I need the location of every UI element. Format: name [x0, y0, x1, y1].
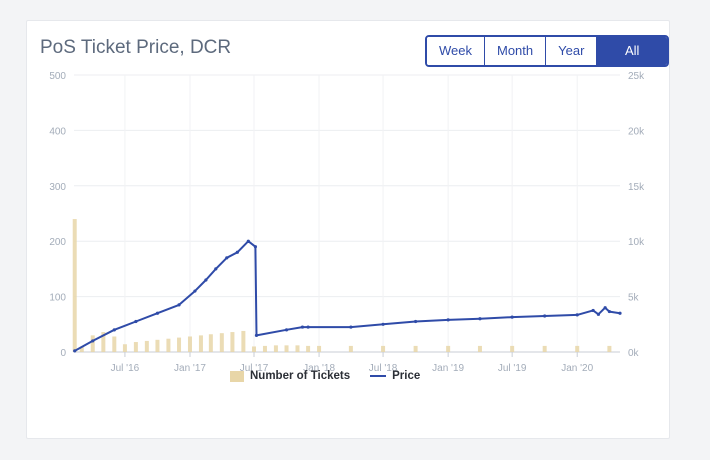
tickets-bar: [79, 346, 84, 352]
tickets-bar: [542, 345, 547, 352]
price-point: [381, 322, 385, 326]
tickets-bar: [251, 346, 256, 352]
tickets-bar: [607, 345, 612, 352]
chart-card: PoS Ticket Price, DCR Week Month Year Al…: [26, 20, 670, 439]
tickets-bar: [198, 335, 203, 352]
y-right-tick-label: 0k: [628, 348, 640, 359]
y-right-tick-label: 5k: [628, 293, 640, 304]
x-tick-label: Jul '17: [240, 363, 269, 374]
price-point: [73, 349, 77, 353]
price-point: [91, 339, 95, 343]
range-year-button[interactable]: Year: [546, 37, 598, 65]
tickets-bar: [575, 345, 580, 352]
y-left-tick-label: 100: [49, 293, 66, 304]
price-point: [300, 325, 305, 329]
price-point: [214, 267, 218, 271]
range-month-button[interactable]: Month: [485, 37, 547, 65]
price-point: [591, 308, 595, 313]
range-all-time-button[interactable]: All Time: [597, 37, 667, 65]
price-point: [618, 311, 622, 315]
x-tick-label: Jul '18: [369, 363, 398, 374]
tickets-bar: [112, 336, 117, 352]
y-left-tick-label: 0: [60, 348, 66, 359]
price-point: [177, 303, 181, 307]
x-tick-label: Jan '17: [174, 363, 206, 374]
y-left-tick-label: 300: [49, 182, 66, 193]
tickets-bar: [317, 345, 322, 352]
legend-tickets-label[interactable]: Number of Tickets: [250, 370, 351, 382]
tickets-bar: [262, 345, 267, 352]
price-point: [112, 328, 116, 332]
tickets-bar: [273, 345, 278, 352]
price-point: [306, 325, 310, 329]
price-point: [253, 245, 258, 249]
tickets-bar: [72, 219, 77, 352]
tickets-bar: [284, 345, 289, 352]
y-right-tick-label: 25k: [628, 71, 645, 82]
tickets-bar: [241, 330, 246, 352]
tickets-bar: [144, 340, 149, 352]
y-right-tick-label: 10k: [628, 237, 645, 248]
y-right-tick-label: 20k: [628, 126, 645, 137]
tickets-bar: [446, 345, 451, 352]
chart-title: PoS Ticket Price, DCR: [40, 37, 232, 58]
chart-legend: Number of Tickets Price: [230, 370, 420, 382]
price-point: [543, 314, 547, 318]
price-point: [155, 311, 160, 315]
tickets-bar: [122, 344, 127, 352]
price-point: [246, 239, 250, 243]
tickets-bar: [477, 345, 482, 352]
price-point: [225, 256, 229, 260]
price-point: [284, 328, 289, 332]
tickets-bar: [306, 345, 311, 352]
y-left-tick-label: 400: [49, 126, 66, 137]
tickets-bar: [133, 342, 138, 352]
price-point: [575, 313, 579, 317]
price-series-line: [74, 240, 621, 352]
tickets-bar: [348, 345, 353, 352]
price-point: [414, 319, 418, 324]
tickets-bar: [230, 332, 235, 352]
tickets-bar: [208, 334, 213, 352]
price-point: [254, 333, 259, 337]
price-point: [193, 289, 197, 293]
tickets-bar: [90, 335, 95, 352]
price-point: [510, 315, 514, 319]
range-week-button[interactable]: Week: [427, 37, 485, 65]
x-tick-label: Jan '20: [561, 363, 593, 374]
y-left-tick-label: 200: [49, 237, 66, 248]
legend-tickets-swatch: [230, 370, 244, 382]
tickets-bar: [510, 345, 515, 352]
tickets-bar: [187, 336, 192, 352]
price-point: [349, 325, 353, 329]
y-left-tick-label: 500: [49, 71, 66, 82]
price-point: [235, 250, 239, 254]
tickets-bar: [166, 338, 171, 352]
x-tick-label: Jul '16: [111, 363, 140, 374]
price-point: [603, 306, 607, 310]
tickets-bar: [177, 337, 182, 352]
price-point: [607, 309, 611, 314]
tickets-bar: [381, 345, 386, 352]
legend-price-label[interactable]: Price: [392, 370, 421, 382]
price-point: [446, 318, 450, 322]
tickets-bar: [219, 333, 224, 352]
price-point: [596, 312, 601, 316]
x-tick-label: Jan '18: [303, 363, 335, 374]
y-right-tick-label: 15k: [628, 182, 645, 193]
time-range-selector: Week Month Year All Time: [425, 35, 669, 67]
tickets-bar: [295, 345, 300, 352]
price-point: [134, 319, 138, 324]
x-tick-label: Jul '19: [498, 363, 527, 374]
price-point: [478, 317, 482, 321]
x-tick-label: Jan '19: [432, 363, 464, 374]
tickets-bar: [101, 332, 106, 352]
price-point: [204, 278, 208, 282]
tickets-bar: [155, 339, 160, 352]
legend-price-swatch: [370, 375, 387, 377]
tickets-bar: [413, 345, 418, 352]
